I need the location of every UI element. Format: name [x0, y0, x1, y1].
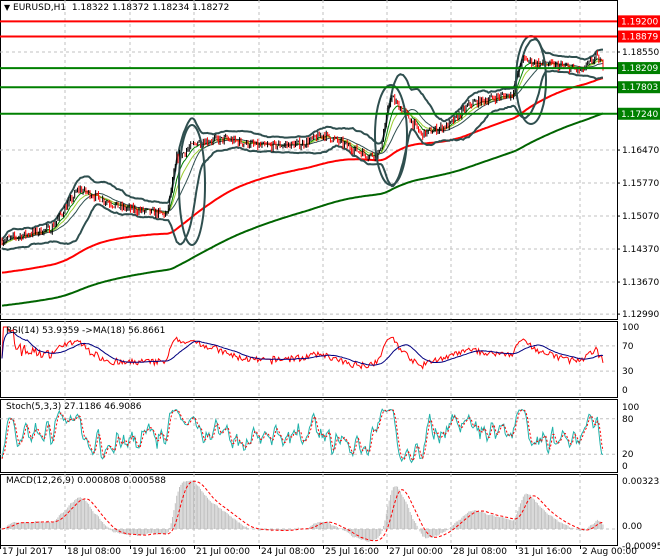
- time-axis-label: 18 Jul 08:00: [67, 547, 121, 557]
- stoch-main-line: [1, 408, 604, 464]
- price-level-tag: [618, 30, 660, 43]
- annotation-ellipse[interactable]: [374, 84, 408, 186]
- macd-axis-label: 0.003235: [622, 477, 660, 487]
- price-axis-label: 1.15070: [622, 212, 659, 222]
- rsi-label: RSI(14) 53.9359 ->MA(18) 56.8661: [6, 326, 166, 336]
- stoch-axis-label: 80: [622, 415, 634, 425]
- price-axis-label: 1.14370: [622, 245, 659, 255]
- macd-axis-label: -0.00095: [622, 542, 660, 552]
- price-level-label: 1.18879: [621, 32, 658, 42]
- high-price: 1.18372: [111, 3, 150, 13]
- open-price: 1.18322: [71, 3, 110, 13]
- stoch-signal-line: [1, 409, 604, 462]
- time-axis-label: 2 Aug 00:00: [582, 547, 637, 557]
- time-axis-label: 31 Jul 16:00: [518, 547, 572, 557]
- stoch-label: Stoch(5,3,3) 27.1186 46.9086: [6, 402, 142, 412]
- time-axis-label: 27 Jul 00:00: [389, 547, 443, 557]
- rsi-line: [1, 326, 604, 370]
- price-axis-label: 1.13670: [622, 278, 659, 288]
- stoch-axis-label: 20: [622, 450, 634, 460]
- main-panel: [0, 0, 618, 320]
- price-level-tag: [618, 62, 660, 75]
- time-axis-label: 28 Jul 08:00: [453, 547, 507, 557]
- price-axis-label: 1.16470: [622, 146, 659, 156]
- rsi-axis-label: 30: [622, 367, 634, 377]
- rsi-axis-label: 70: [622, 342, 634, 352]
- price-level-label: 1.17803: [621, 83, 658, 93]
- price-level-tag: [618, 107, 660, 120]
- macd-panel: [0, 474, 618, 546]
- annotation-ellipse[interactable]: [178, 124, 206, 246]
- macd-axis-label: 0.00: [622, 522, 642, 532]
- time-axis-label: 24 Jul 08:00: [261, 547, 315, 557]
- dropdown-triangle-icon[interactable]: ▼: [4, 3, 11, 12]
- ma-slow-red: [1, 77, 604, 274]
- time-axis-label: 17 Jul 2017: [2, 547, 53, 557]
- macd-signal-line: [1, 480, 604, 542]
- low-price: 1.18234: [152, 3, 190, 13]
- close-price: 1.18272: [192, 3, 230, 13]
- price-axis-label: 1.18550: [622, 48, 659, 58]
- price-level-label: 1.19200: [621, 17, 658, 27]
- macd-label: MACD(12,26,9) 0.000808 0.000588: [6, 476, 166, 486]
- time-axis-label: 19 Jul 16:00: [132, 547, 186, 557]
- price-level-tag: [618, 15, 660, 28]
- stoch-axis-label: 0: [622, 462, 628, 472]
- rsi-axis-label: 100: [622, 323, 639, 333]
- ma-slow-green: [1, 112, 604, 307]
- rsi-axis-label: 0: [622, 386, 628, 396]
- price-level-tag: [618, 81, 660, 94]
- bollinger-lower: [1, 69, 603, 251]
- bollinger-upper: [1, 38, 603, 242]
- symbol-label: EURUSD,H1: [13, 3, 67, 13]
- price-level-label: 1.17240: [621, 110, 658, 120]
- time-axis-label: 25 Jul 16:00: [325, 547, 379, 557]
- rsi-ma-line: [1, 331, 604, 366]
- stoch-axis-label: 100: [622, 403, 639, 413]
- time-axis-label: 21 Jul 00:00: [196, 547, 250, 557]
- price-axis-label: 1.15770: [622, 179, 659, 189]
- price-level-label: 1.18209: [621, 64, 658, 74]
- price-axis-label: 1.12990: [622, 310, 659, 320]
- chart-header: ▼ EURUSD,H1 1.18322 1.18372 1.18234 1.18…: [4, 3, 229, 13]
- stoch-panel: [0, 399, 618, 473]
